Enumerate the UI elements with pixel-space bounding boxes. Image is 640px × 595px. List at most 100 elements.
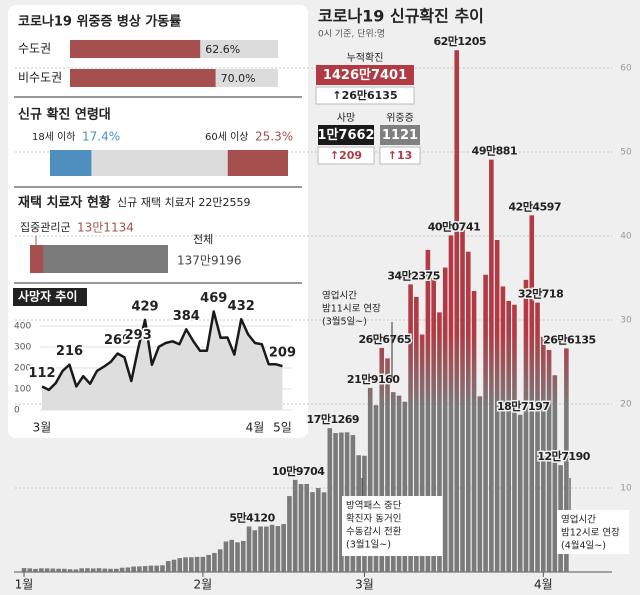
value-label: 62.6% [205, 43, 240, 56]
bar [171, 559, 177, 572]
bar [494, 240, 500, 573]
bar [327, 428, 333, 572]
x-tick-label: 4월 [246, 421, 265, 435]
stat-change: ↑13 [388, 149, 413, 162]
panel-title: 사망자 추이 [18, 289, 77, 304]
value-label: 25.3% [255, 130, 293, 144]
stat-value: 1121 [382, 128, 418, 143]
category-label: 비수도권 [18, 71, 62, 85]
bar [367, 387, 373, 572]
bar [385, 358, 390, 572]
bar [321, 492, 327, 572]
data-label: 384 [173, 309, 200, 324]
stat-change-box [315, 86, 415, 105]
bar [546, 349, 552, 572]
stat-box [316, 65, 414, 85]
stat-box [380, 125, 420, 145]
panel-title: 코로나19 위중증 병상 가동률 [18, 14, 181, 30]
category-label: 집중관리군 [20, 221, 71, 234]
bar [264, 526, 269, 572]
annotation: 영업시간 [561, 514, 596, 526]
bar [506, 300, 511, 572]
bar [137, 566, 142, 572]
bar [287, 496, 292, 572]
x-tick-label: 3월 [33, 421, 52, 435]
data-label: 112 [28, 366, 55, 381]
panel-title: 재택 치료자 현황 [18, 195, 111, 211]
bar [529, 215, 535, 573]
bar [304, 483, 310, 572]
bar [50, 150, 92, 176]
bar [165, 561, 171, 572]
bar [30, 245, 168, 273]
bar [125, 567, 131, 572]
bar [275, 526, 281, 572]
bar [517, 414, 523, 572]
bar [160, 565, 165, 572]
data-label: 62만1205 [433, 34, 486, 48]
panel-subtitle: 신규 재택 치료자 22만2559 [117, 196, 250, 209]
bar [39, 568, 44, 572]
y-tick-label: 40 [620, 232, 632, 242]
bar [252, 530, 258, 572]
bar [448, 235, 454, 572]
category-label: 60세 이상 [205, 131, 249, 143]
bar [223, 541, 229, 572]
stat-box [318, 125, 374, 145]
bar [67, 569, 73, 572]
bar [189, 557, 194, 572]
bar [119, 567, 125, 572]
y-tick-label: 60 [620, 64, 632, 74]
y-tick-label: 0 [14, 406, 20, 416]
bar [500, 286, 506, 572]
bar [310, 492, 315, 572]
data-label: 49만881 [472, 144, 517, 158]
bar [154, 565, 160, 572]
bar [269, 524, 275, 572]
annotation: 영업시간 [322, 290, 357, 302]
x-tick-label: 2월 [194, 578, 213, 592]
annotation: 밤12시로 연장 [561, 528, 620, 539]
line [41, 310, 283, 392]
data-label: 21만9160 [347, 372, 400, 386]
data-label: 432 [228, 299, 255, 314]
data-label: 26만6135 [543, 332, 596, 346]
category-label: 수도권 [18, 42, 51, 56]
title-box [13, 288, 87, 306]
bar [471, 290, 477, 572]
stat-label: 사망 [337, 112, 355, 124]
bar [73, 569, 79, 572]
y-tick-label: 100 [14, 385, 31, 395]
bar [489, 159, 494, 572]
bar [90, 568, 96, 572]
data-label: 5만4120 [229, 511, 275, 525]
data-label: 12만7190 [537, 449, 590, 463]
data-label: 18만7197 [497, 399, 550, 413]
annotation-box [557, 510, 629, 554]
bar [512, 304, 517, 572]
bar [56, 568, 61, 572]
data-label: 293 [125, 328, 152, 343]
bar [44, 568, 50, 572]
bar [148, 565, 154, 572]
bar [465, 251, 471, 572]
data-label: 26만6765 [358, 332, 411, 346]
bar [564, 348, 569, 572]
bar [419, 334, 425, 572]
bar [258, 526, 263, 572]
data-label: 40만0741 [428, 219, 481, 233]
bar [408, 284, 413, 572]
value-label: 137만9196 [177, 254, 241, 268]
stat-change: ↑26만6135 [332, 88, 397, 102]
data-label: 469 [200, 291, 227, 306]
bar [298, 484, 304, 572]
bar [79, 568, 84, 572]
category-label: 18세 이하 [32, 130, 76, 143]
data-label: 34만2375 [387, 268, 440, 282]
stat-label: 위중증 [386, 111, 414, 124]
bar [535, 302, 540, 572]
bar [227, 150, 288, 176]
bar [339, 432, 344, 572]
area [42, 311, 283, 410]
